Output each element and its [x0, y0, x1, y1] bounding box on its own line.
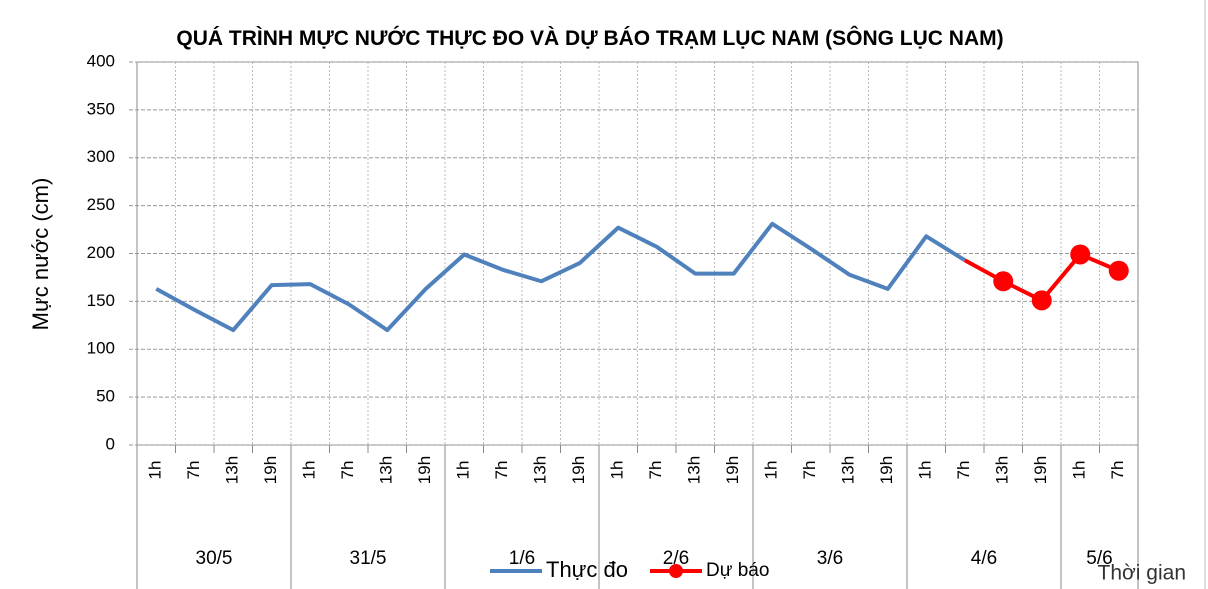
x-axis-label: Thời gian — [1098, 562, 1186, 585]
x-tick-label: 7h — [954, 461, 973, 480]
series-marker — [1070, 244, 1091, 265]
y-tick-label: 300 — [87, 147, 115, 166]
y-tick-label: 350 — [87, 99, 115, 118]
legend-label: Dự báo — [706, 560, 769, 581]
x-tick-label: 19h — [261, 456, 280, 484]
group-label: 1/6 — [509, 548, 535, 569]
x-tick-label: 1h — [608, 461, 627, 480]
x-tick-label: 1h — [454, 461, 473, 480]
group-label: 5/6 — [1086, 548, 1112, 569]
y-tick-label: 250 — [87, 195, 115, 214]
series-line — [155, 221, 966, 333]
group-label: 30/5 — [196, 548, 233, 569]
y-tick-label: 0 — [106, 434, 115, 453]
x-tick-label: 1h — [762, 461, 781, 480]
group-label: 2/6 — [663, 548, 689, 569]
x-tick-label: 7h — [184, 461, 203, 480]
x-tick-label: 13h — [223, 456, 242, 484]
x-tick-label: 19h — [1031, 456, 1050, 484]
x-tick-label: 1h — [916, 461, 935, 480]
x-tick-label: 19h — [415, 456, 434, 484]
x-tick-label: 7h — [492, 461, 511, 480]
x-tick-label: 19h — [877, 456, 896, 484]
series-marker — [1031, 290, 1052, 311]
legend-marker — [669, 564, 683, 578]
x-tick-label: 1h — [300, 461, 319, 480]
chart-title: QUÁ TRÌNH MỰC NƯỚC THỰC ĐO VÀ DỰ BÁO TRẠ… — [176, 27, 1004, 50]
x-tick-label: 7h — [1108, 461, 1127, 480]
y-tick-label: 100 — [87, 339, 115, 358]
y-tick-label: 400 — [87, 51, 115, 70]
series-marker — [993, 271, 1014, 292]
x-tick-label: 7h — [800, 461, 819, 480]
x-tick-label: 13h — [685, 456, 704, 484]
x-tick-label: 19h — [569, 456, 588, 484]
x-tick-label: 19h — [723, 456, 742, 484]
x-tick-label: 13h — [377, 456, 396, 484]
x-tick-label: 13h — [839, 456, 858, 484]
x-tick-label: 1h — [146, 461, 165, 480]
series-marker — [1108, 260, 1129, 281]
y-tick-label: 200 — [87, 243, 115, 262]
legend-label: Thực đo — [546, 557, 628, 582]
x-tick-label: 13h — [993, 456, 1012, 484]
x-tick-label: 7h — [646, 461, 665, 480]
x-tick-label: 1h — [1070, 461, 1089, 480]
y-tick-label: 150 — [87, 291, 115, 310]
group-label: 4/6 — [971, 548, 997, 569]
y-axis-label: Mực nước (cm) — [28, 178, 53, 331]
x-tick-label: 13h — [531, 456, 550, 484]
y-tick-label: 50 — [96, 387, 115, 406]
group-label: 31/5 — [350, 548, 387, 569]
group-label: 3/6 — [817, 548, 843, 569]
x-tick-label: 7h — [338, 461, 357, 480]
